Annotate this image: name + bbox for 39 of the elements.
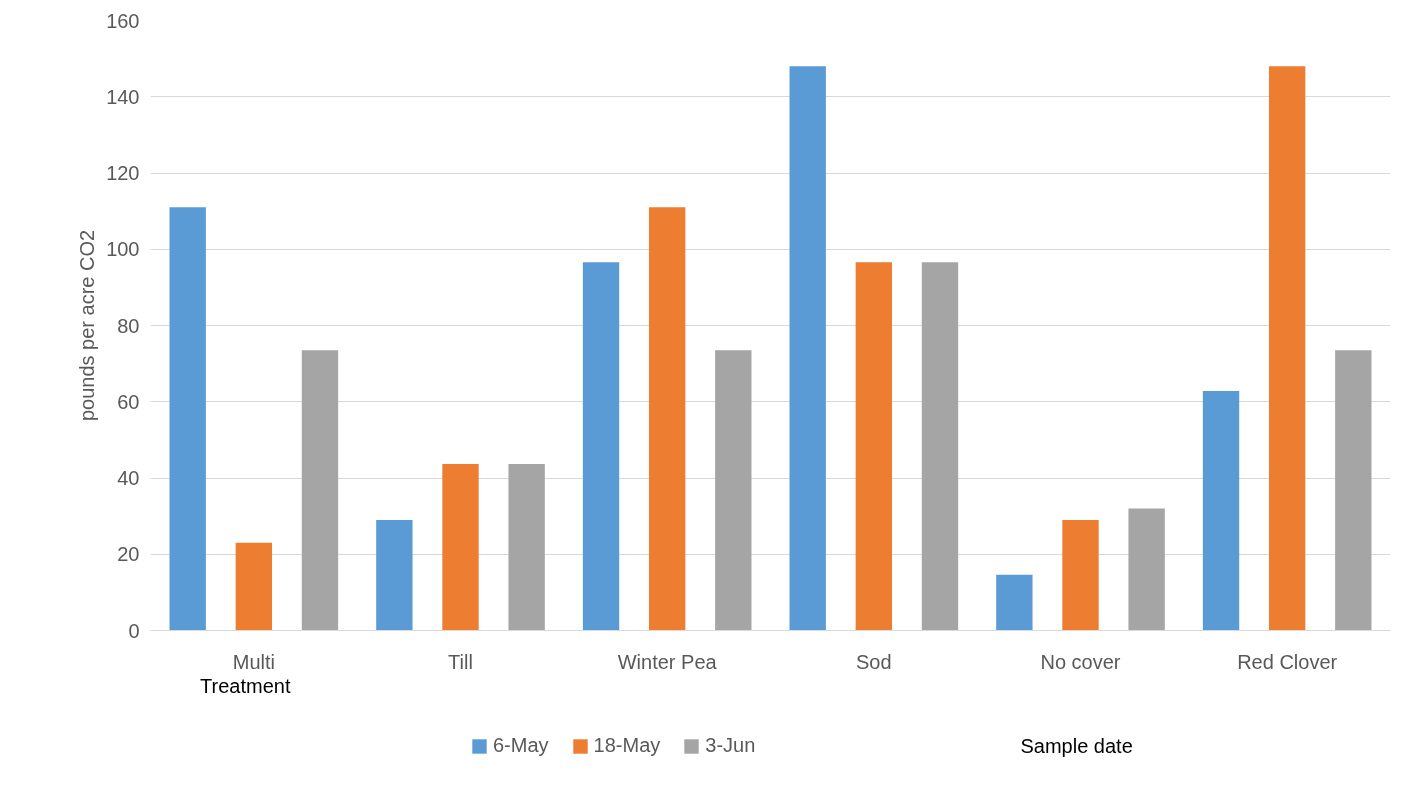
x-tick-label: Till xyxy=(448,650,473,673)
bar xyxy=(855,262,893,631)
x-axis-title: Treatment xyxy=(200,674,291,697)
bar xyxy=(715,350,752,631)
y-tick-label: 100 xyxy=(106,238,140,261)
bar xyxy=(376,519,413,631)
bar xyxy=(921,262,959,631)
x-tick-label: Red Clover xyxy=(1237,650,1338,673)
bar xyxy=(1062,519,1099,631)
bar xyxy=(169,207,206,631)
bar xyxy=(235,542,273,631)
legend-title: Sample date xyxy=(1020,734,1133,757)
y-tick-label: 20 xyxy=(117,543,140,566)
y-tick-label: 0 xyxy=(128,619,140,642)
bar xyxy=(1128,508,1165,631)
bar xyxy=(789,66,826,631)
y-tick-label: 160 xyxy=(106,9,140,32)
x-tick-label: Winter Pea xyxy=(617,650,718,673)
bar xyxy=(582,262,620,631)
legend-label: 3-Jun xyxy=(705,734,756,757)
bar xyxy=(648,207,686,631)
y-tick-label: 120 xyxy=(106,162,140,184)
bar xyxy=(1268,66,1306,631)
y-tick-label: 140 xyxy=(106,85,140,108)
legend-label: 18-May xyxy=(593,734,661,757)
bar xyxy=(1335,350,1372,631)
y-tick-label: 40 xyxy=(117,467,140,489)
y-tick-label: 80 xyxy=(117,314,140,337)
bar xyxy=(1202,391,1240,631)
x-tick-label: Sod xyxy=(856,650,892,673)
x-tick-label: Multi xyxy=(232,650,275,673)
legend-label: 6-May xyxy=(493,734,549,757)
y-tick-label: 60 xyxy=(117,390,140,413)
bar xyxy=(442,463,479,631)
bar xyxy=(301,350,339,631)
bar xyxy=(996,574,1033,631)
bar xyxy=(508,463,545,631)
x-tick-label: No cover xyxy=(1040,650,1121,673)
y-axis-title: pounds per acre CO2 xyxy=(76,229,99,422)
